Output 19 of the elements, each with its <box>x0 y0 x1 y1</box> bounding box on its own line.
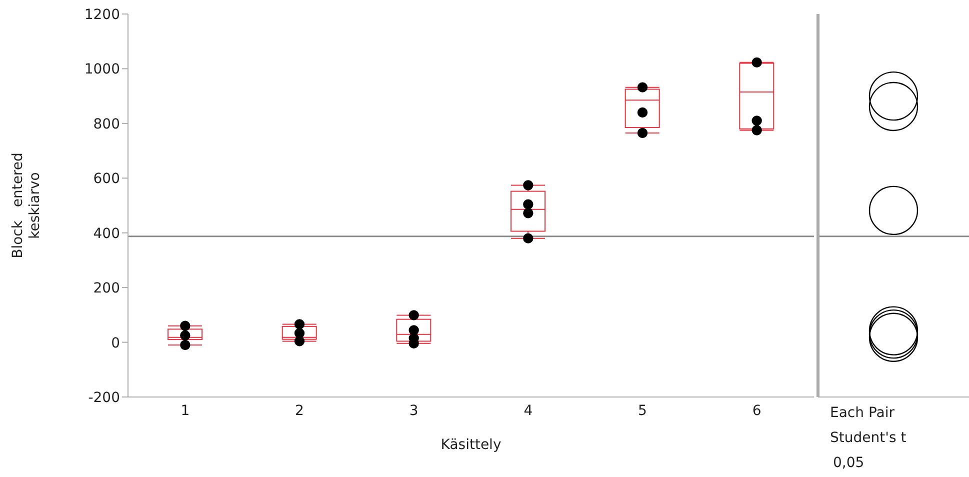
y-tick-label: 600 <box>93 171 120 188</box>
text: Each Pair <box>830 404 896 423</box>
text: 0,05 <box>832 454 866 473</box>
x-axis-title: Käsittely <box>440 437 502 453</box>
y-tick-label: -200 <box>88 390 120 406</box>
y-axis-title: Block entered keskiarvo <box>10 152 43 258</box>
y-tick-label: 1000 <box>84 62 120 78</box>
y-tick-label: 1200 <box>84 6 120 23</box>
x-tick-label: 5 <box>638 402 647 419</box>
y-tick-label: 400 <box>93 226 120 242</box>
y-tick-label: 800 <box>93 116 120 132</box>
y-tick-label: 200 <box>93 280 120 297</box>
x-tick-label: 1 <box>180 402 190 419</box>
x-tick-label: 4 <box>524 402 533 419</box>
x-tick-label: 3 <box>409 402 418 419</box>
x-tick-label: 6 <box>752 402 762 419</box>
x-tick-label: 2 <box>295 402 304 419</box>
y-tick-label: 0 <box>111 335 120 352</box>
text: Student's t <box>830 429 906 448</box>
